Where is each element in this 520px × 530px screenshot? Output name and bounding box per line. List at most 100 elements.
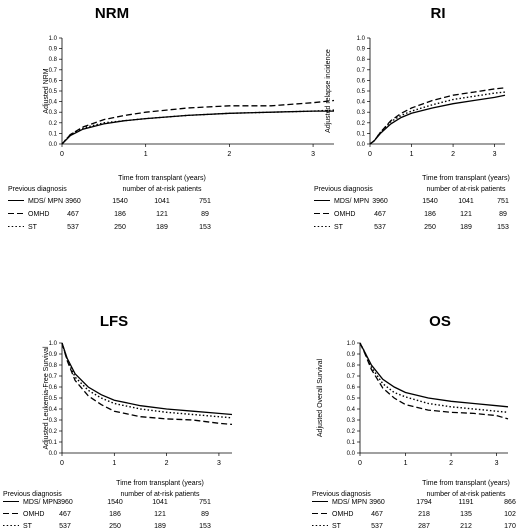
x-tick-label: 3: [493, 151, 497, 158]
series-line-st: [61, 109, 335, 145]
risk-count: 866: [504, 499, 516, 506]
risk-row-label: ST: [23, 523, 33, 530]
y-tick-label: 0.2: [347, 429, 356, 435]
risk-count: 537: [371, 523, 383, 530]
risk-row-label: MDS/ MPN: [23, 499, 58, 506]
risk-count: 467: [374, 211, 386, 218]
risk-count: 1191: [458, 499, 473, 506]
y-tick-label: 1.0: [49, 341, 58, 347]
risk-table-title: number of at-risk patients: [427, 186, 506, 193]
risk-count: 751: [497, 198, 509, 205]
y-tick-label: 0.6: [357, 78, 366, 84]
x-tick-label: 0: [60, 460, 64, 467]
y-tick-label: 0.7: [49, 374, 58, 380]
risk-count: 1794: [416, 499, 432, 506]
risk-count: 287: [418, 523, 430, 530]
risk-table-header: Previous diagnosis: [312, 491, 371, 498]
risk-count: 186: [109, 511, 121, 518]
risk-count: 89: [499, 211, 507, 218]
y-tick-label: 0.6: [347, 385, 356, 391]
risk-count: 189: [460, 224, 472, 231]
y-tick-label: 0.2: [49, 121, 58, 127]
risk-count: 121: [154, 511, 166, 518]
y-tick-label: 0.1: [357, 131, 366, 137]
y-tick-label: 0.3: [357, 110, 366, 116]
y-tick-label: 0.2: [357, 121, 366, 127]
risk-count: 135: [460, 511, 472, 518]
series-line-st: [369, 91, 506, 145]
risk-count: 537: [67, 224, 79, 231]
risk-row-label: ST: [334, 224, 344, 231]
y-tick-label: 1.0: [347, 341, 356, 347]
y-tick-label: 0.0: [49, 142, 58, 148]
risk-count: 1041: [154, 198, 170, 205]
risk-count: 3960: [369, 499, 385, 506]
y-tick-label: 0.5: [49, 396, 58, 402]
risk-count: 186: [424, 211, 436, 218]
y-tick-label: 0.9: [357, 47, 366, 53]
series-line-omhd: [61, 99, 335, 145]
x-tick-label: 2: [451, 151, 455, 158]
risk-row-label: OMHD: [332, 511, 353, 518]
x-tick-label: 1: [404, 460, 408, 467]
y-tick-label: 0.4: [357, 100, 366, 106]
y-axis-label: Adjusted Overall Survival: [317, 358, 324, 437]
risk-count: 1041: [152, 499, 168, 506]
risk-count: 89: [201, 511, 209, 518]
y-tick-label: 0.7: [49, 68, 58, 74]
panel-ri: RI 0.0 0.1 0.2 0.3 0.4 0.5 0.6 0.7 0.8 0.9 1.0 0 1 2 3 A…: [314, 5, 510, 231]
risk-count: 153: [199, 224, 211, 231]
x-tick-label: 1: [112, 460, 116, 467]
risk-count: 1540: [422, 198, 438, 205]
y-tick-label: 0.7: [347, 374, 356, 380]
y-tick-label: 0.0: [49, 451, 58, 457]
x-tick-label: 1: [410, 151, 414, 158]
x-tick-label: 0: [60, 151, 64, 158]
risk-table-title: number of at-risk patients: [121, 491, 200, 498]
x-tick-label: 2: [449, 460, 453, 467]
y-axis-label: Adjusted Leukemia-Free Survival: [43, 346, 50, 450]
risk-row-label: OMHD: [23, 511, 44, 518]
risk-table-title: number of at-risk patients: [427, 491, 506, 498]
panel-nrm: NRM 0.0 0.1 0.2 0.3 0.4 0.5 0.6 0.7 0.8 0.9 1.0 0 1 2 3…: [8, 5, 335, 231]
x-tick-label: 2: [227, 151, 231, 158]
panel-lfs: LFS 0.0 0.1 0.2 0.3 0.4 0.5 0.6 0.7 0.8 0.9 1.0 0 1 2 3…: [3, 313, 233, 530]
panel-title: NRM: [95, 5, 129, 22]
x-tick-label: 1: [144, 151, 148, 158]
panel-title: RI: [431, 5, 446, 22]
y-tick-label: 0.0: [347, 451, 356, 457]
x-tick-label: 3: [311, 151, 315, 158]
y-tick-label: 1.0: [49, 36, 58, 42]
risk-count: 186: [114, 211, 126, 218]
y-tick-label: 0.4: [347, 407, 356, 413]
y-tick-label: 0.1: [347, 440, 356, 446]
risk-count: 467: [371, 511, 383, 518]
risk-count: 102: [504, 511, 516, 518]
x-tick-label: 3: [495, 460, 499, 467]
risk-count: 189: [156, 224, 168, 231]
y-tick-label: 0.8: [49, 363, 58, 369]
y-tick-label: 0.8: [49, 57, 58, 63]
y-tick-label: 0.9: [49, 352, 58, 358]
risk-count: 3960: [372, 198, 388, 205]
risk-count: 189: [154, 523, 166, 530]
series-line-mds-mpn: [359, 342, 509, 408]
risk-count: 537: [59, 523, 71, 530]
y-tick-label: 0.6: [49, 78, 58, 84]
risk-row-label: MDS/ MPN: [28, 198, 63, 205]
y-tick-label: 1.0: [357, 36, 366, 42]
x-axis-label: Time from transplant (years): [422, 480, 510, 487]
risk-count: 751: [199, 198, 211, 205]
risk-row-label: ST: [28, 224, 38, 231]
risk-count: 250: [424, 224, 436, 231]
y-tick-label: 0.4: [49, 100, 58, 106]
risk-table-header: Previous diagnosis: [3, 491, 62, 498]
panel-title: LFS: [100, 313, 128, 330]
series-line-omhd: [359, 342, 509, 420]
y-tick-label: 0.8: [357, 57, 366, 63]
y-tick-label: 0.5: [347, 396, 356, 402]
series-line-mds-mpn: [369, 94, 506, 145]
y-tick-label: 0.0: [357, 142, 366, 148]
risk-row-label: OMHD: [28, 211, 49, 218]
